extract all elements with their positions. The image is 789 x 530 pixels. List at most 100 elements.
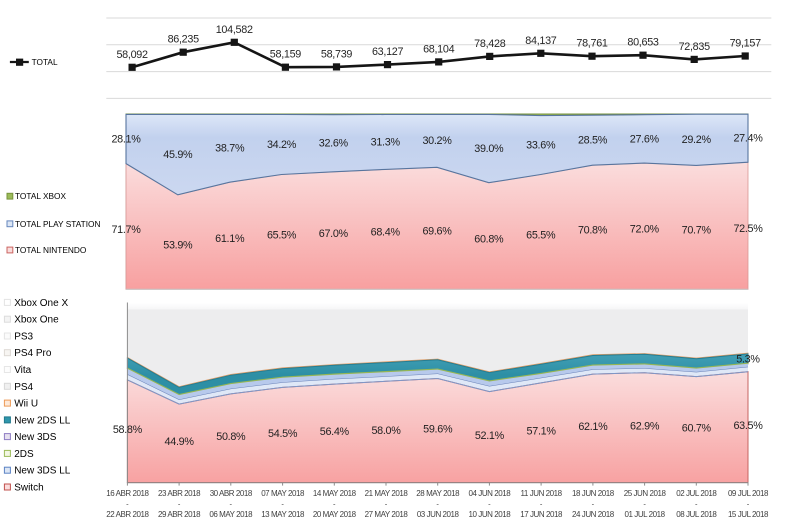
svg-text:53.9%: 53.9% [163, 240, 193, 252]
svg-text:27.6%: 27.6% [630, 133, 660, 145]
svg-text:58.8%: 58.8% [113, 424, 143, 436]
svg-text:72.5%: 72.5% [733, 223, 763, 235]
svg-text:30.2%: 30.2% [422, 135, 452, 147]
svg-text:07 MAY 2018: 07 MAY 2018 [261, 489, 305, 498]
svg-text:33.6%: 33.6% [526, 139, 556, 151]
svg-text:72,835: 72,835 [679, 41, 711, 53]
svg-text:44.9%: 44.9% [165, 436, 195, 448]
svg-text:104,582: 104,582 [216, 24, 253, 36]
svg-text:PS4: PS4 [14, 382, 33, 393]
svg-text:PS4 Pro: PS4 Pro [14, 348, 52, 359]
svg-text:20 MAY 2018: 20 MAY 2018 [313, 510, 357, 519]
svg-text:01 JUL 2018: 01 JUL 2018 [625, 510, 666, 519]
svg-text:69.6%: 69.6% [422, 226, 452, 238]
svg-text:PS3: PS3 [14, 332, 33, 343]
svg-text:Xbox One: Xbox One [14, 315, 59, 326]
svg-text:Switch: Switch [14, 483, 43, 494]
svg-text:TOTAL: TOTAL [32, 57, 58, 67]
svg-text:24 JUN 2018: 24 JUN 2018 [572, 510, 615, 519]
svg-text:58.0%: 58.0% [371, 425, 401, 437]
svg-text:28.5%: 28.5% [578, 135, 608, 147]
svg-text:22 ABR 2018: 22 ABR 2018 [106, 510, 149, 519]
svg-text:5.3%: 5.3% [736, 353, 760, 365]
svg-text:65.5%: 65.5% [526, 229, 556, 241]
svg-text:70.8%: 70.8% [578, 225, 608, 237]
svg-text:62.1%: 62.1% [578, 421, 608, 433]
svg-text:16 ABR 2018: 16 ABR 2018 [106, 489, 149, 498]
svg-text:86,235: 86,235 [168, 34, 200, 46]
svg-text:2DS: 2DS [14, 449, 34, 460]
svg-text:50.8%: 50.8% [216, 431, 246, 443]
svg-text:New 2DS LL: New 2DS LL [14, 415, 71, 426]
svg-text:68.4%: 68.4% [371, 227, 401, 239]
svg-text:23 ABR 2018: 23 ABR 2018 [158, 489, 201, 498]
svg-text:72.0%: 72.0% [630, 224, 660, 236]
svg-text:15 JUL 2018: 15 JUL 2018 [728, 510, 769, 519]
svg-text:45.9%: 45.9% [163, 149, 193, 161]
svg-text:09 JUL 2018: 09 JUL 2018 [728, 489, 769, 498]
svg-text:14 MAY 2018: 14 MAY 2018 [313, 489, 357, 498]
svg-text:27 MAY 2018: 27 MAY 2018 [365, 510, 409, 519]
svg-text:63,127: 63,127 [372, 46, 404, 58]
svg-text:04 JUN 2018: 04 JUN 2018 [469, 489, 512, 498]
svg-text:58,739: 58,739 [321, 48, 353, 60]
svg-text:57.1%: 57.1% [527, 426, 557, 438]
svg-text:70.7%: 70.7% [682, 225, 712, 237]
svg-text:34.2%: 34.2% [267, 139, 297, 151]
svg-text:28.1%: 28.1% [111, 133, 141, 145]
svg-text:13 MAY 2018: 13 MAY 2018 [261, 510, 305, 519]
svg-text:78,428: 78,428 [474, 38, 506, 50]
svg-text:-: - [747, 500, 750, 509]
svg-text:18 JUN 2018: 18 JUN 2018 [572, 489, 615, 498]
svg-text:58,092: 58,092 [116, 49, 148, 61]
svg-text:-: - [333, 500, 336, 509]
svg-text:TOTAL NINTENDO: TOTAL NINTENDO [15, 245, 87, 255]
svg-text:-: - [178, 500, 181, 509]
svg-text:62.9%: 62.9% [630, 421, 660, 433]
svg-text:21 MAY 2018: 21 MAY 2018 [365, 489, 409, 498]
svg-text:29.2%: 29.2% [682, 134, 712, 146]
svg-text:59.6%: 59.6% [423, 423, 453, 435]
svg-text:-: - [488, 500, 491, 509]
svg-text:New 3DS LL: New 3DS LL [14, 466, 71, 477]
svg-text:06 MAY 2018: 06 MAY 2018 [209, 510, 253, 519]
svg-text:29 ABR 2018: 29 ABR 2018 [158, 510, 201, 519]
svg-text:08 JUL 2018: 08 JUL 2018 [676, 510, 717, 519]
svg-text:56.4%: 56.4% [320, 426, 350, 438]
svg-text:71.7%: 71.7% [111, 224, 141, 236]
svg-text:58,159: 58,159 [270, 49, 302, 61]
svg-text:68,104: 68,104 [423, 43, 455, 55]
svg-text:17 JUN 2018: 17 JUN 2018 [520, 510, 563, 519]
svg-text:-: - [643, 500, 646, 509]
svg-text:11 JUN 2018: 11 JUN 2018 [521, 489, 563, 498]
svg-text:84,137: 84,137 [525, 35, 557, 47]
svg-text:-: - [126, 500, 129, 509]
svg-text:10 JUN 2018: 10 JUN 2018 [469, 510, 512, 519]
svg-text:67.0%: 67.0% [319, 228, 349, 240]
svg-text:39.0%: 39.0% [474, 143, 504, 155]
svg-text:65.5%: 65.5% [267, 229, 297, 241]
svg-text:Xbox One X: Xbox One X [14, 298, 68, 309]
svg-text:27.4%: 27.4% [733, 133, 763, 145]
svg-text:31.3%: 31.3% [371, 136, 401, 148]
svg-text:78,761: 78,761 [576, 38, 608, 50]
svg-text:Wii U: Wii U [14, 399, 38, 410]
svg-text:-: - [695, 500, 698, 509]
svg-text:25 JUN 2018: 25 JUN 2018 [624, 489, 667, 498]
svg-text:63.5%: 63.5% [733, 420, 763, 432]
svg-text:52.1%: 52.1% [475, 430, 505, 442]
svg-text:61.1%: 61.1% [215, 233, 245, 245]
svg-text:TOTAL PLAY STATION: TOTAL PLAY STATION [15, 219, 100, 229]
svg-text:60.7%: 60.7% [682, 422, 712, 434]
svg-text:Vita: Vita [14, 365, 31, 376]
svg-text:-: - [385, 500, 388, 509]
svg-text:TOTAL XBOX: TOTAL XBOX [15, 191, 66, 201]
svg-text:32.6%: 32.6% [319, 138, 349, 150]
svg-text:-: - [230, 500, 233, 509]
svg-text:-: - [436, 500, 439, 509]
svg-text:New 3DS: New 3DS [14, 432, 57, 443]
svg-text:38.7%: 38.7% [215, 143, 245, 155]
svg-text:28 MAY 2018: 28 MAY 2018 [416, 489, 460, 498]
svg-text:03 JUN 2018: 03 JUN 2018 [417, 510, 460, 519]
svg-text:-: - [281, 500, 284, 509]
